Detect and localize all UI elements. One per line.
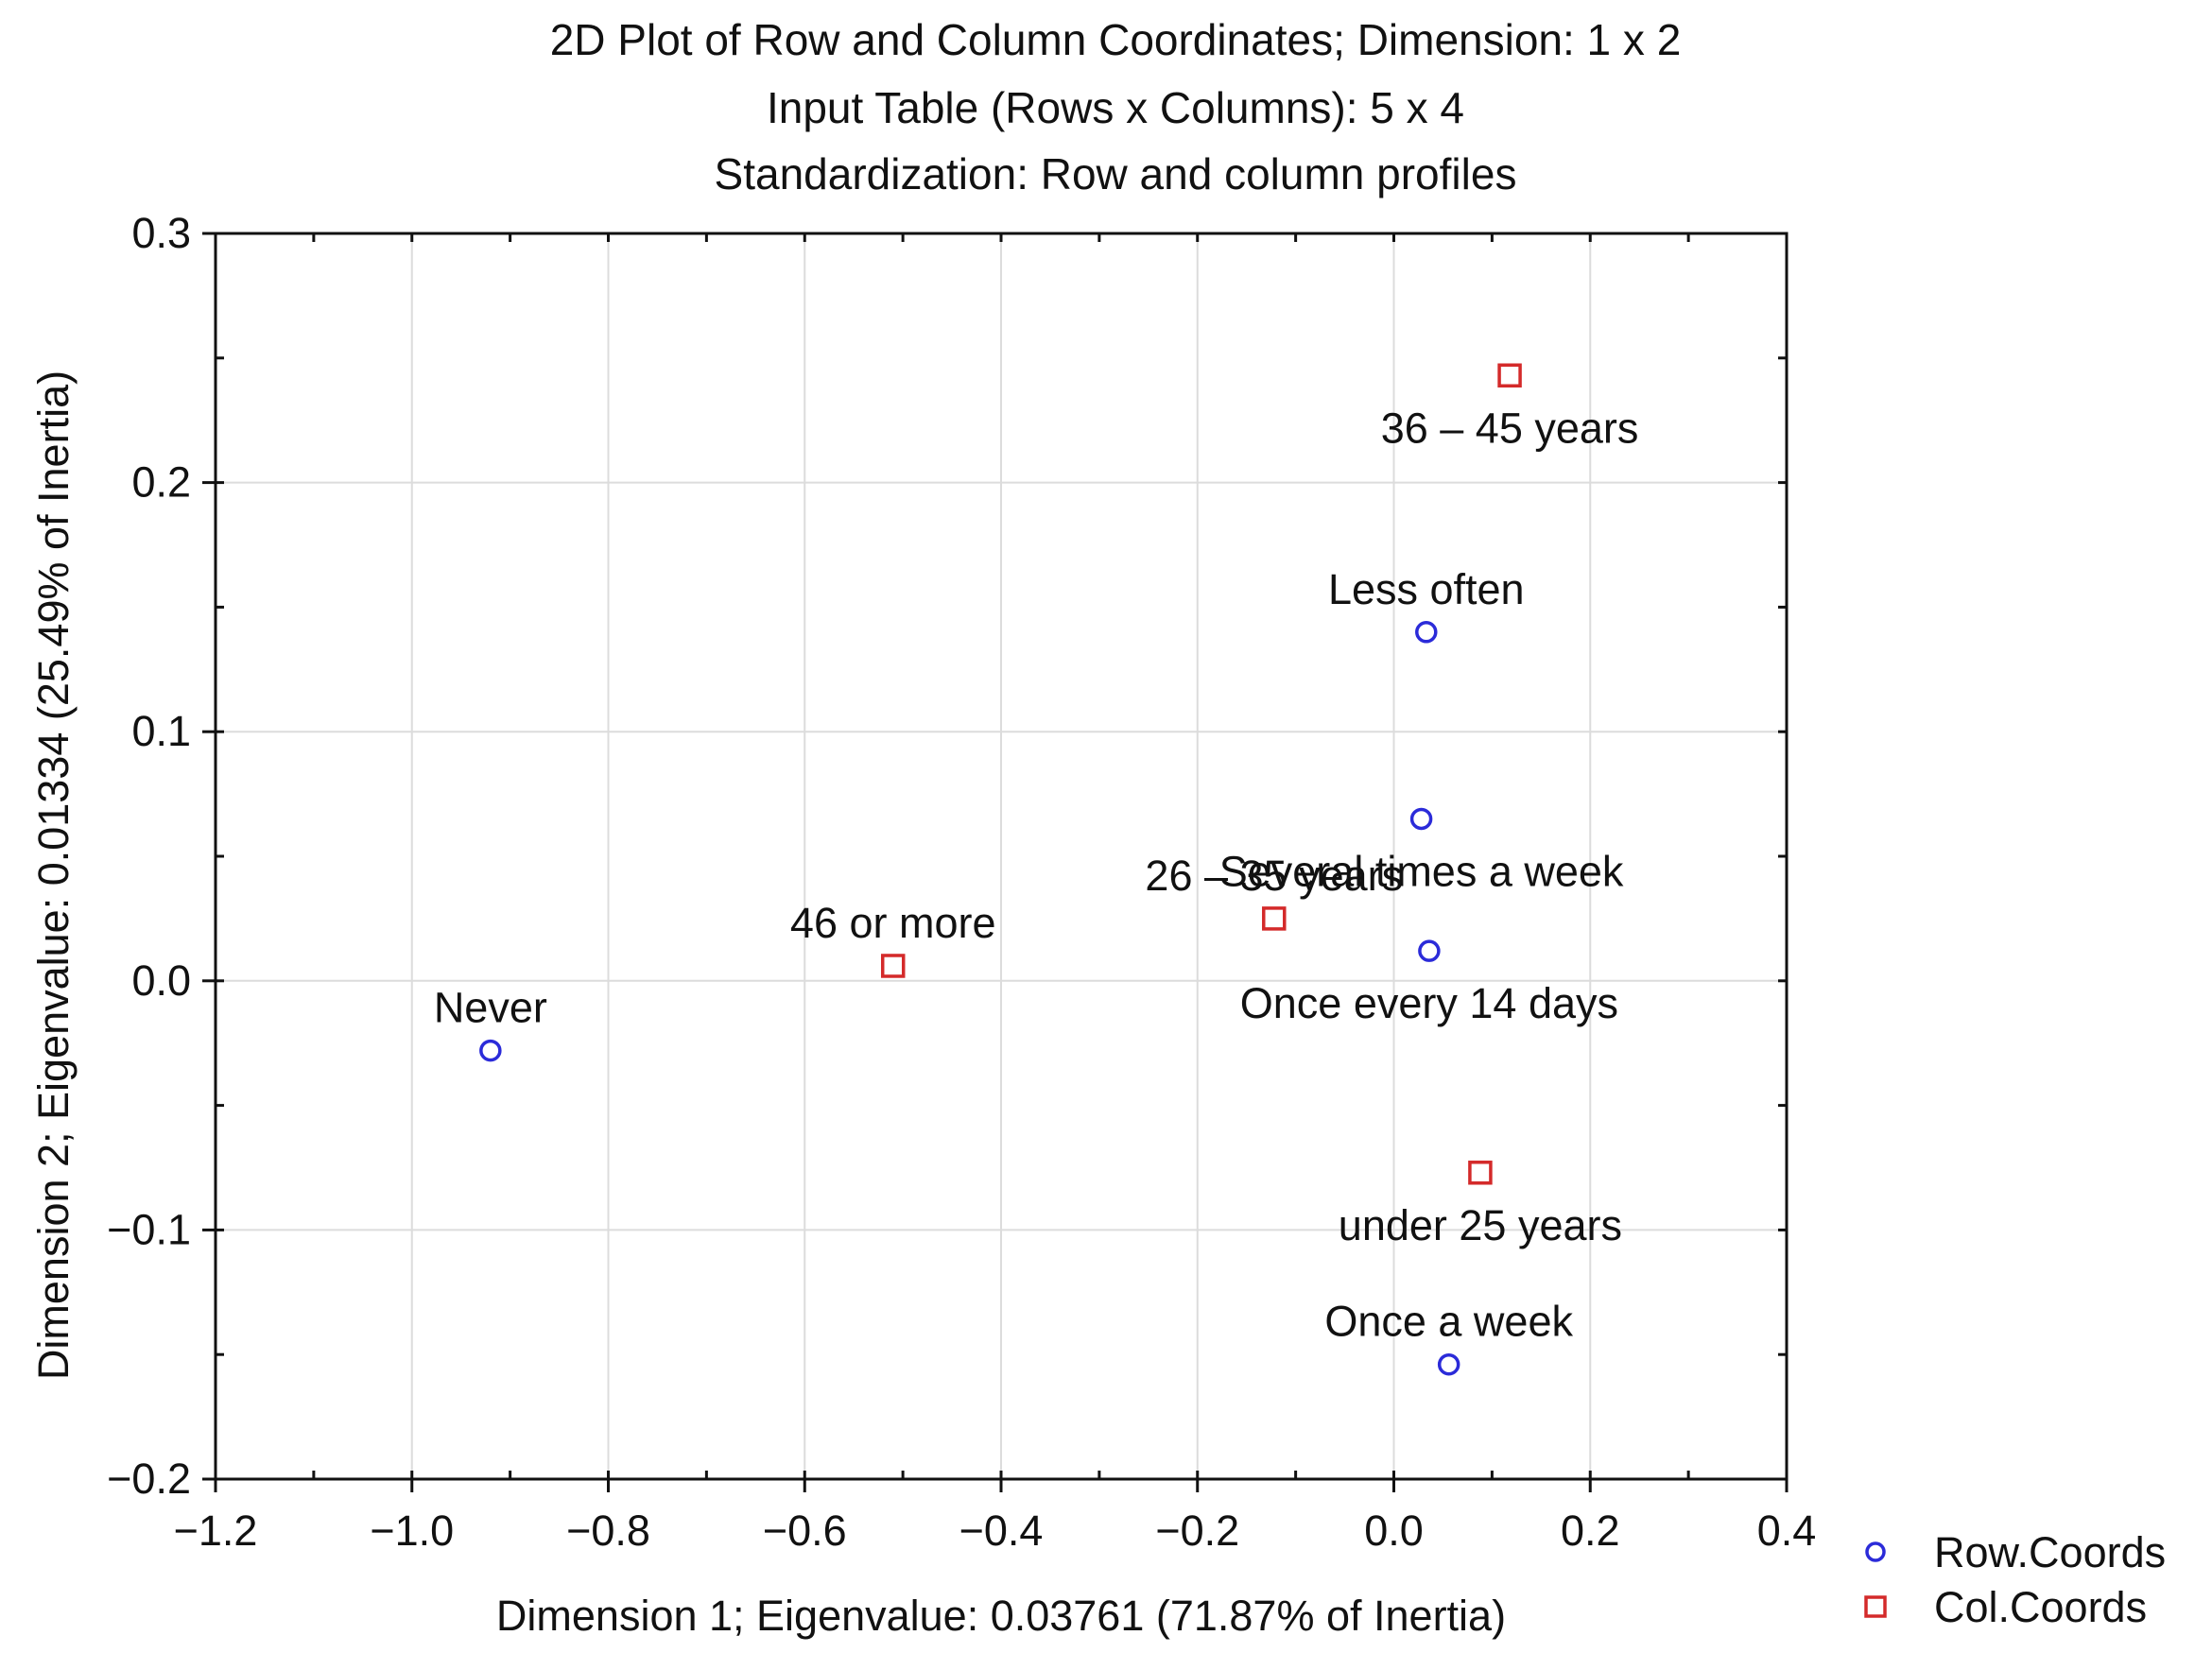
point-label: 46 or more xyxy=(790,899,996,947)
chart-subtitle-standardization: Standardization: Row and column profiles xyxy=(715,149,1517,198)
point-label: under 25 years xyxy=(1339,1201,1622,1249)
point-label: Less often xyxy=(1328,565,1525,613)
col-coord-point xyxy=(1468,1161,1493,1185)
y-tick-label: 0.2 xyxy=(131,458,191,507)
point-label: 26 – 35 years xyxy=(1145,852,1403,900)
x-tick-label: −0.8 xyxy=(566,1506,650,1555)
col-coord-point xyxy=(1262,906,1287,931)
y-tick-label: 0.1 xyxy=(131,707,191,755)
row-coord-point xyxy=(1418,939,1441,962)
row-coord-point xyxy=(1409,807,1433,831)
point-label: 36 – 45 years xyxy=(1381,404,1639,452)
x-tick-label: −0.6 xyxy=(763,1506,847,1555)
chart-subtitle: Input Table (Rows x Columns): 5 x 4 xyxy=(767,83,1464,132)
x-tick-label: −1.0 xyxy=(370,1506,454,1555)
legend-col-coords-marker xyxy=(1864,1595,1887,1618)
y-tick-label: 0.0 xyxy=(131,956,191,1005)
x-tick-label: 0.0 xyxy=(1364,1506,1424,1555)
row-coord-point xyxy=(1415,621,1438,644)
chart-title: 2D Plot of Row and Column Coordinates; D… xyxy=(550,15,1682,64)
col-coord-point xyxy=(880,954,906,978)
legend-label: Col.Coords xyxy=(1934,1583,2147,1631)
point-label: Never xyxy=(434,984,547,1032)
point-label: Once a week xyxy=(1324,1298,1573,1346)
point-label: Several times a week xyxy=(1219,847,1624,895)
x-tick-label: −0.4 xyxy=(959,1506,1044,1555)
col-coord-point xyxy=(1497,363,1522,388)
point-labels: Less often Several times a week Once every… xyxy=(434,404,1639,1345)
y-tick-label: −0.1 xyxy=(107,1205,191,1253)
y-axis-label: Dimension 2; Eigenvalue: 0.01334 (25.49%… xyxy=(29,370,78,1380)
data-points xyxy=(479,363,1522,1376)
x-tick-label: −1.2 xyxy=(174,1506,258,1555)
x-tick-label: 0.4 xyxy=(1757,1506,1817,1555)
row-coord-point xyxy=(479,1039,502,1062)
x-axis-ticks: −1.2 −1.0 −0.8 −0.6 −0.4 −0.2 0.0 0.2 0.4 xyxy=(174,1479,1817,1555)
legend-row-coords-marker xyxy=(1865,1541,1886,1562)
legend: Row.Coords Col.Coords xyxy=(1864,1528,2166,1631)
x-tick-label: 0.2 xyxy=(1561,1506,1620,1555)
y-axis-ticks: −0.2 −0.1 0.0 0.1 0.2 0.3 xyxy=(107,209,216,1503)
row-coord-point xyxy=(1437,1352,1460,1376)
grid-lines xyxy=(216,233,1787,1479)
x-axis-label: Dimension 1; Eigenvalue: 0.03761 (71.87%… xyxy=(496,1592,1506,1640)
legend-label: Row.Coords xyxy=(1934,1528,2166,1576)
x-tick-label: −0.2 xyxy=(1155,1506,1239,1555)
point-label: Once every 14 days xyxy=(1240,979,1618,1027)
y-tick-label: 0.3 xyxy=(131,209,191,257)
chart-titles: 2D Plot of Row and Column Coordinates; D… xyxy=(550,15,1682,198)
y-tick-label: −0.2 xyxy=(107,1455,191,1503)
